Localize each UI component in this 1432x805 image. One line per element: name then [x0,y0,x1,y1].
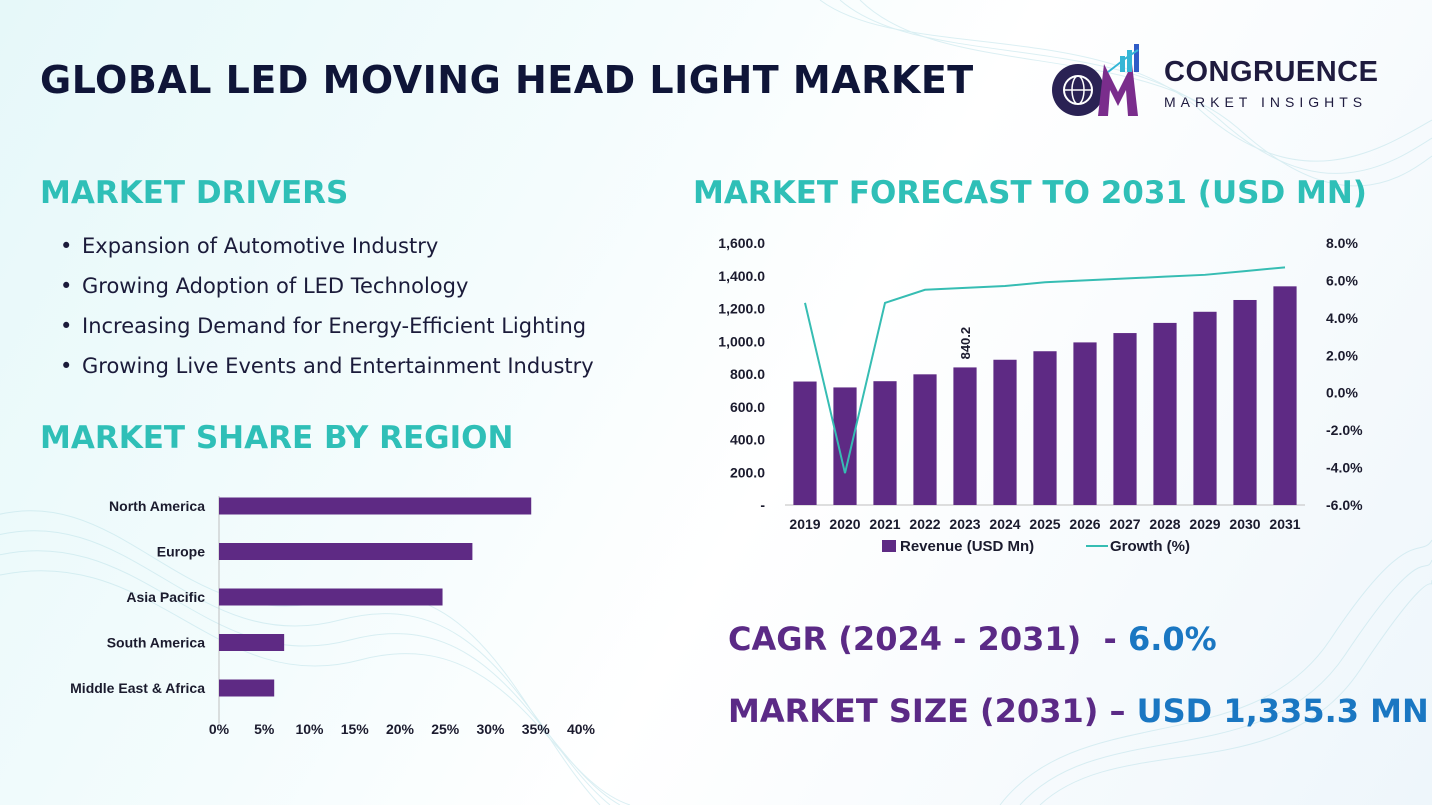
revenue-bar [1193,311,1217,505]
region-x-tick-label: 40% [567,721,596,737]
forecast-right-tick-label: 0.0% [1326,385,1358,401]
drivers-list: • Expansion of Automotive Industry • Growi… [60,228,594,388]
forecast-year-label: 2027 [1109,516,1140,532]
market-forecast-heading: MARKET FORECAST TO 2031 (USD MN) [693,175,1367,211]
forecast-left-tick-label: 400.0 [730,432,765,448]
revenue-bar [1033,351,1057,505]
bullet-icon: • [60,354,73,378]
cagr-value: 6.0% [1127,620,1217,658]
list-item: • Growing Adoption of LED Technology [60,268,594,308]
region-category-label: North America [109,498,205,514]
revenue-bar [793,381,817,505]
market-share-heading: MARKET SHARE BY REGION [40,420,514,456]
region-bar [219,588,443,606]
revenue-bar [873,381,897,505]
forecast-left-tick-label: 1,000.0 [718,333,765,349]
region-x-tick-label: 30% [476,721,505,737]
region-x-tick-label: 15% [341,721,370,737]
forecast-left-tick-label: 1,200.0 [718,301,765,317]
market-size-stat: MARKET SIZE (2031) – USD 1,335.3 MN [728,692,1429,730]
logo-mark-icon [1052,44,1139,116]
brand-logo: CONGRUENCE MARKET INSIGHTS [1046,42,1406,122]
forecast-year-label: 2028 [1149,516,1180,532]
bullet-icon: • [60,274,73,298]
region-category-label: South America [107,635,205,651]
region-bar [219,679,275,697]
forecast-year-label: 2031 [1269,516,1300,532]
page-title: GLOBAL LED MOVING HEAD LIGHT MARKET [40,58,974,102]
forecast-right-tick-label: 8.0% [1326,235,1358,251]
market-size-value: USD 1,335.3 MN [1136,692,1429,730]
forecast-year-label: 2022 [909,516,940,532]
forecast-left-tick-label: 600.0 [730,399,765,415]
forecast-right-tick-label: 2.0% [1326,347,1358,363]
driver-text: Growing Live Events and Entertainment In… [82,354,594,378]
forecast-year-label: 2025 [1029,516,1060,532]
cagr-stat: CAGR (2024 - 2031) - 6.0% [728,620,1217,658]
market-drivers-heading: MARKET DRIVERS [40,175,349,211]
forecast-year-label: 2023 [949,516,980,532]
forecast-left-tick-label: 200.0 [730,464,765,480]
revenue-bar [1113,333,1137,505]
bullet-icon: • [60,314,73,338]
forecast-right-tick-label: -6.0% [1326,497,1363,513]
list-item: • Growing Live Events and Entertainment I… [60,348,594,388]
forecast-left-tick-label: 1,400.0 [718,268,765,284]
region-category-label: Europe [157,544,205,560]
forecast-right-tick-label: -4.0% [1326,460,1363,476]
legend-growth-label: Growth (%) [1110,538,1190,555]
region-share-chart: North America Europe Asia Pacific South Ame… [70,496,596,737]
revenue-bar [993,359,1017,505]
revenue-bar [1273,286,1297,505]
region-x-tick-label: 35% [522,721,551,737]
region-x-tick-label: 5% [254,721,275,737]
revenue-bar [913,374,937,505]
revenue-bar [1233,299,1257,505]
driver-text: Expansion of Automotive Industry [82,234,439,258]
list-item: • Expansion of Automotive Industry [60,228,594,268]
region-x-tick-label: 0% [209,721,230,737]
forecast-left-tick-label: 1,600.0 [718,235,765,251]
bullet-icon: • [60,234,73,258]
revenue-bar [833,387,857,505]
region-category-label: Middle East & Africa [70,680,205,696]
cagr-separator: - [1081,620,1128,658]
region-category-label: Asia Pacific [126,589,205,605]
region-x-tick-label: 10% [295,721,324,737]
forecast-right-tick-label: 6.0% [1326,272,1358,288]
growth-line [804,266,1286,474]
region-bar [219,497,532,515]
legend-revenue-swatch [882,540,896,552]
market-size-label: MARKET SIZE (2031) – [728,692,1137,730]
forecast-year-label: 2019 [789,516,820,532]
logo-name: CONGRUENCE [1164,56,1379,88]
forecast-right-tick-label: -2.0% [1326,422,1363,438]
legend-revenue-label: Revenue (USD Mn) [900,538,1034,555]
forecast-year-label: 2029 [1189,516,1220,532]
revenue-bar [1073,342,1097,505]
revenue-bar [1153,322,1177,505]
region-x-tick-label: 20% [386,721,415,737]
revenue-bar [953,367,977,505]
region-x-tick-label: 25% [431,721,460,737]
region-bar [219,543,473,560]
list-item: • Increasing Demand for Energy-Efficient … [60,308,594,348]
forecast-chart: - 200.0 400.0 600.0 800.0 1,000.0 1,200.0 1,400… [718,235,1363,555]
driver-text: Increasing Demand for Energy-Efficient L… [82,314,587,338]
revenue-data-label: 840.2 [958,327,973,360]
region-bar [219,634,285,651]
forecast-year-label: 2021 [869,516,900,532]
driver-text: Growing Adoption of LED Technology [82,274,469,298]
cagr-label: CAGR (2024 - 2031) [728,620,1082,658]
forecast-left-tick-label: 800.0 [730,366,765,382]
forecast-year-label: 2024 [989,516,1020,532]
logo-subtitle: MARKET INSIGHTS [1164,94,1368,110]
forecast-left-tick-label: - [760,497,765,513]
forecast-year-label: 2026 [1069,516,1100,532]
forecast-year-label: 2030 [1229,516,1260,532]
forecast-year-label: 2020 [829,516,860,532]
forecast-right-tick-label: 4.0% [1326,310,1358,326]
